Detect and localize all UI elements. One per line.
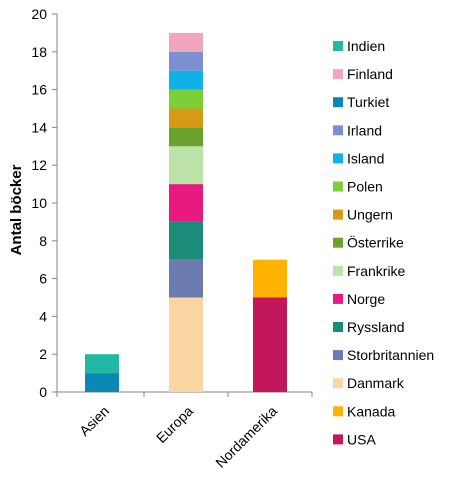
legend: Indien Finland Turkiet Irland Island Polen Ung… bbox=[333, 38, 434, 447]
legend-label: Storbritannien bbox=[347, 347, 434, 363]
y-tick-label: 8 bbox=[39, 233, 47, 249]
legend-label: Turkiet bbox=[347, 94, 389, 110]
bar-segment-norge bbox=[169, 184, 203, 222]
x-tick-label: Asien bbox=[76, 403, 112, 439]
legend-label: Ungern bbox=[347, 207, 393, 223]
bar-segment-usa bbox=[253, 297, 287, 392]
legend-swatch bbox=[333, 181, 343, 192]
bar-segment-storbritannien bbox=[169, 259, 203, 298]
bar-segment-ryssland bbox=[169, 221, 203, 260]
legend-label: Österrike bbox=[347, 234, 404, 251]
bar-segment-finland bbox=[169, 32, 203, 52]
bar-segment-indien bbox=[85, 354, 119, 374]
legend-label: Ryssland bbox=[347, 319, 405, 335]
y-tick-label: 16 bbox=[31, 82, 47, 98]
bar-segment-turkiet bbox=[85, 373, 119, 392]
y-tick-label: 14 bbox=[31, 119, 47, 135]
legend-label: Finland bbox=[347, 66, 393, 82]
bar-segment-danmark bbox=[169, 297, 203, 392]
bar-segment-ungern bbox=[169, 108, 203, 128]
legend-label: Danmark bbox=[347, 375, 405, 391]
legend-swatch bbox=[333, 434, 343, 445]
legend-swatch bbox=[333, 97, 343, 108]
bar-segment-kanada bbox=[253, 259, 287, 298]
y-tick-label: 4 bbox=[39, 308, 47, 324]
bar-segment-irland bbox=[169, 51, 203, 71]
y-tick-label: 0 bbox=[39, 384, 47, 400]
bar-segment-polen bbox=[169, 89, 203, 109]
legend-swatch bbox=[333, 41, 343, 51]
legend-swatch bbox=[333, 125, 343, 136]
legend-label: Polen bbox=[347, 179, 383, 195]
legend-swatch bbox=[333, 406, 343, 417]
legend-swatch bbox=[333, 322, 343, 332]
legend-label: Irland bbox=[347, 122, 382, 138]
legend-label: Kanada bbox=[347, 403, 395, 419]
x-tick-label: Nordamerika bbox=[212, 403, 280, 471]
y-axis-title: Antal böcker bbox=[8, 164, 25, 255]
legend-swatch bbox=[333, 265, 343, 276]
bar-segment-frankrike bbox=[169, 146, 203, 185]
legend-swatch bbox=[333, 293, 343, 304]
legend-swatch bbox=[333, 69, 343, 80]
plot-area: 0 2 4 6 8 10 12 14 16 18 20 Asien Europa Nordamerika bbox=[31, 6, 313, 471]
legend-label: Island bbox=[347, 150, 384, 166]
legend-label: Indien bbox=[347, 38, 385, 54]
y-tick-label: 6 bbox=[39, 271, 47, 287]
y-tick-label: 10 bbox=[31, 195, 47, 211]
legend-swatch bbox=[333, 350, 343, 361]
legend-swatch bbox=[333, 237, 343, 248]
legend-swatch bbox=[333, 378, 343, 389]
y-tick-label: 2 bbox=[39, 346, 47, 362]
legend-label: USA bbox=[347, 431, 376, 447]
legend-label: Norge bbox=[347, 291, 385, 307]
y-tick-label: 20 bbox=[31, 6, 47, 22]
legend-label: Frankrike bbox=[347, 263, 406, 279]
bar-segment-island bbox=[169, 70, 203, 90]
y-tick-label: 12 bbox=[31, 157, 47, 173]
bar-segment-österrike bbox=[169, 127, 203, 147]
legend-swatch bbox=[333, 153, 343, 164]
y-tick-label: 18 bbox=[31, 44, 47, 60]
x-tick-label: Europa bbox=[153, 403, 196, 446]
legend-swatch bbox=[333, 209, 343, 220]
